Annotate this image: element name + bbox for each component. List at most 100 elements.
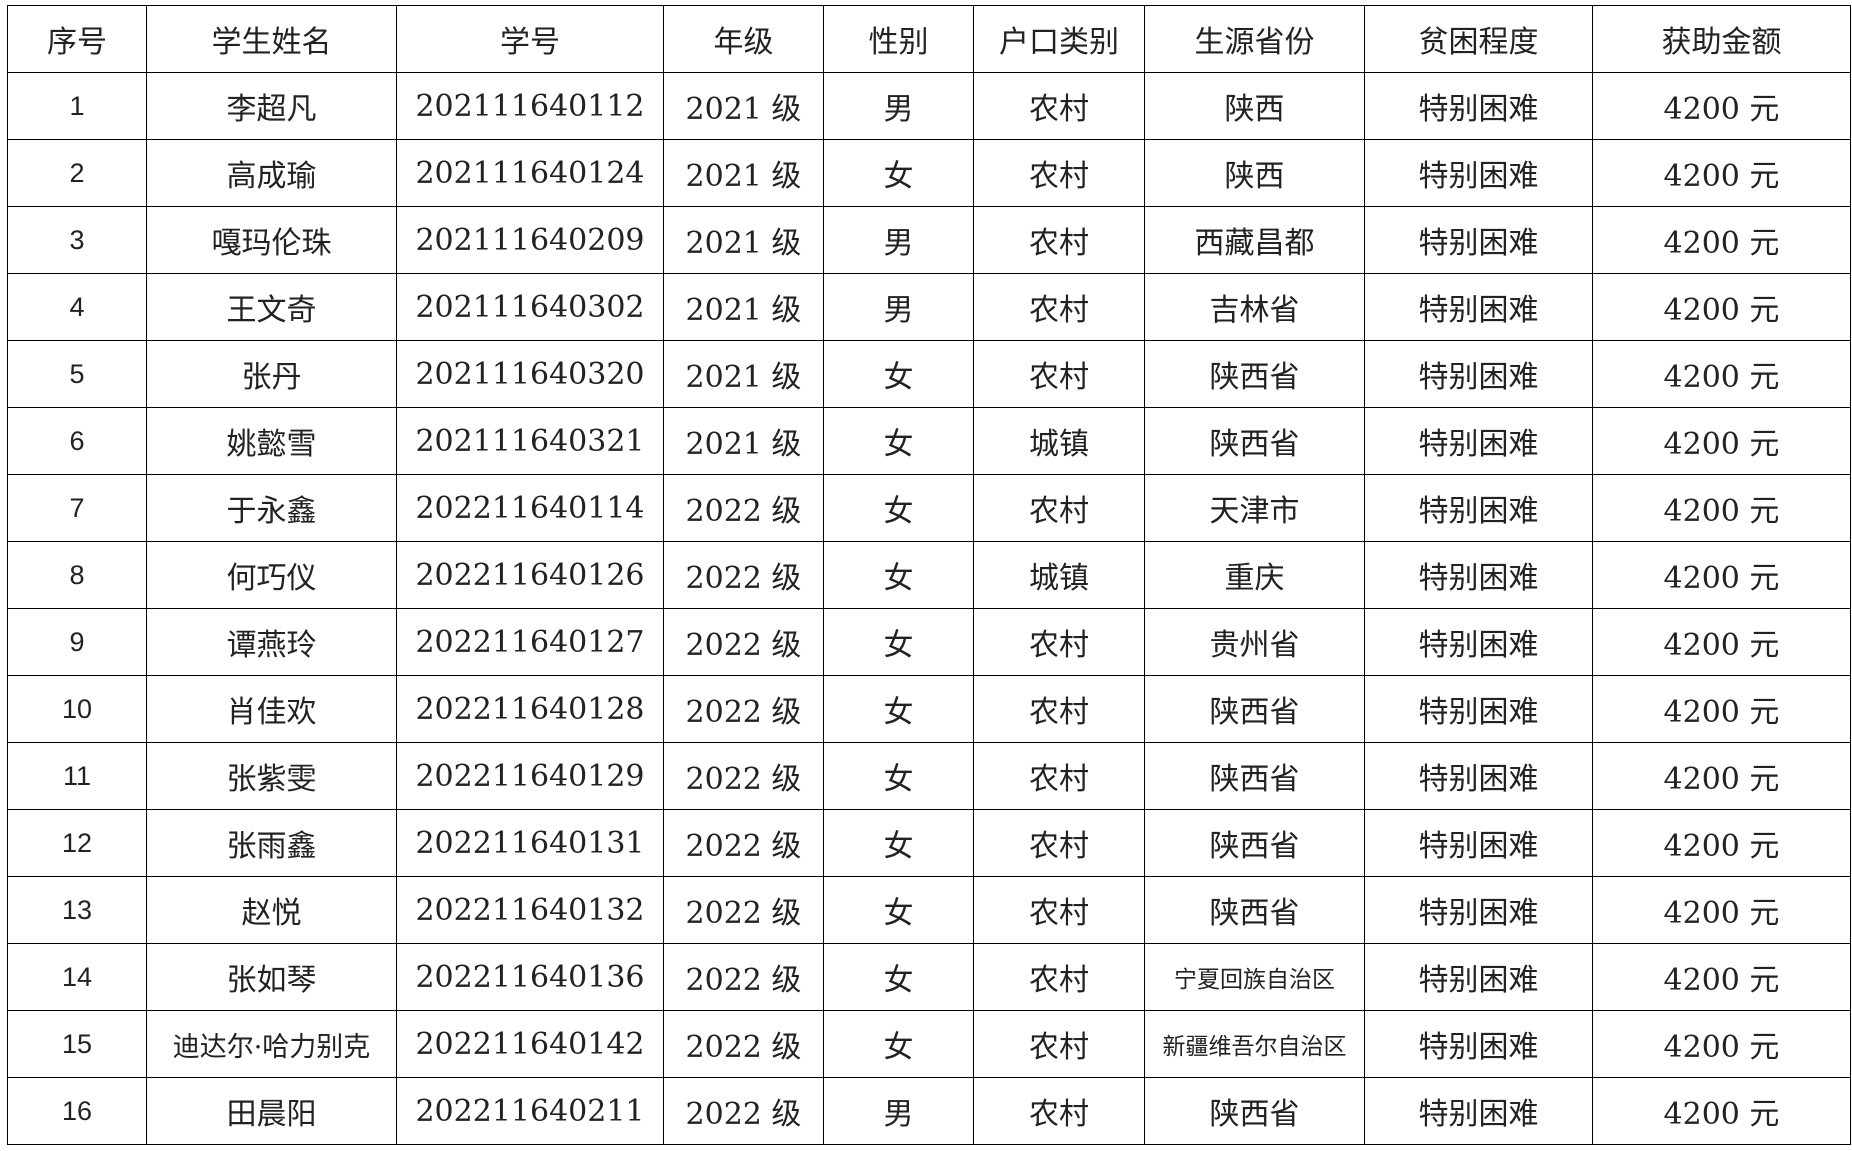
table-cell: 田晨阳 bbox=[146, 1077, 397, 1145]
table-cell: 赵悦 bbox=[146, 876, 397, 944]
table-row: 12 张雨鑫 202211640131 2022 级女农村 陕西省 特别困难 4200 元 bbox=[7, 809, 1851, 877]
table-cell: 6 bbox=[7, 407, 147, 475]
table-row: 14 张如琴 202211640136 2022 级女农村 宁夏回族自治区 特别困难 420… bbox=[7, 943, 1851, 1011]
table-cell: 2022 级 bbox=[663, 541, 824, 609]
table-cell: 迪达尔·哈力别克 bbox=[146, 1010, 397, 1078]
table-cell: 16 bbox=[7, 1077, 147, 1145]
table-cell: 陕西 bbox=[1144, 139, 1365, 207]
table-cell: 女 bbox=[823, 742, 974, 810]
table-cell: 3 bbox=[7, 206, 147, 274]
table-cell: 天津市 bbox=[1144, 474, 1365, 542]
header-cell: 性别 bbox=[823, 5, 974, 73]
table-cell: 10 bbox=[7, 675, 147, 743]
table-cell: 吉林省 bbox=[1144, 273, 1365, 341]
header-cell: 年级 bbox=[663, 5, 824, 73]
table-cell: 4200 元 bbox=[1592, 1010, 1851, 1078]
table-cell: 农村 bbox=[973, 742, 1145, 810]
table-cell: 城镇 bbox=[973, 541, 1145, 609]
table-cell: 特别困难 bbox=[1364, 809, 1593, 877]
table-cell: 202111640320 bbox=[396, 340, 664, 408]
table-cell: 农村 bbox=[973, 139, 1145, 207]
table-cell: 女 bbox=[823, 876, 974, 944]
table-cell: 农村 bbox=[973, 1077, 1145, 1145]
table-cell: 2021 级 bbox=[663, 206, 824, 274]
table-cell: 宁夏回族自治区 bbox=[1144, 943, 1365, 1011]
table-cell: 202111640209 bbox=[396, 206, 664, 274]
header-cell: 生源省份 bbox=[1144, 5, 1365, 73]
table-cell: 4200 元 bbox=[1592, 541, 1851, 609]
table-row: 9 谭燕玲 202211640127 2022 级女农村 贵州省 特别困难 4200 元 bbox=[7, 608, 1851, 676]
table-cell: 女 bbox=[823, 474, 974, 542]
table-cell: 肖佳欢 bbox=[146, 675, 397, 743]
table-row: 2 高成瑜 202111640124 2021 级女农村 陕西 特别困难 4200 元 bbox=[7, 139, 1851, 207]
table-row: 8 何巧仪 202211640126 2022 级女城镇 重庆 特别困难 4200 元 bbox=[7, 541, 1851, 609]
table-cell: 李超凡 bbox=[146, 72, 397, 140]
table-cell: 4200 元 bbox=[1592, 1077, 1851, 1145]
table-cell: 4200 元 bbox=[1592, 273, 1851, 341]
table-row: 15 迪达尔·哈力别克 202211640142 2022 级女农村 新疆维吾尔自治区特… bbox=[7, 1010, 1851, 1078]
table-cell: 202211640136 bbox=[396, 943, 664, 1011]
table-cell: 4200 元 bbox=[1592, 675, 1851, 743]
table-cell: 2021 级 bbox=[663, 273, 824, 341]
table-cell: 特别困难 bbox=[1364, 742, 1593, 810]
table-cell: 2022 级 bbox=[663, 608, 824, 676]
table-cell: 2022 级 bbox=[663, 474, 824, 542]
table-cell: 8 bbox=[7, 541, 147, 609]
table-row: 3 嘎玛伦珠 202111640209 2021 级男农村 西藏昌都 特别困难 4200 元 bbox=[7, 206, 1851, 274]
table-cell: 2021 级 bbox=[663, 340, 824, 408]
table-cell: 202211640211 bbox=[396, 1077, 664, 1145]
table-cell: 农村 bbox=[973, 675, 1145, 743]
table-cell: 2022 级 bbox=[663, 675, 824, 743]
header-row: 序号 学生姓名 学号 年级 性别 户口类别 生源省份 贫困程度 获助金额 bbox=[7, 5, 1851, 73]
table-cell: 4 bbox=[7, 273, 147, 341]
table-row: 1 李超凡 202111640112 2021 级男农村 陕西 特别困难 4200 元 bbox=[7, 72, 1851, 140]
header-cell: 贫困程度 bbox=[1364, 5, 1593, 73]
table-cell: 12 bbox=[7, 809, 147, 877]
table-cell: 2022 级 bbox=[663, 1010, 824, 1078]
table-cell: 嘎玛伦珠 bbox=[146, 206, 397, 274]
table-cell: 1 bbox=[7, 72, 147, 140]
table-cell: 特别困难 bbox=[1364, 943, 1593, 1011]
table-cell: 特别困难 bbox=[1364, 474, 1593, 542]
table-cell: 15 bbox=[7, 1010, 147, 1078]
table-cell: 202111640321 bbox=[396, 407, 664, 475]
table-cell: 4200 元 bbox=[1592, 809, 1851, 877]
table-cell: 5 bbox=[7, 340, 147, 408]
table-cell: 2022 级 bbox=[663, 809, 824, 877]
table-cell: 谭燕玲 bbox=[146, 608, 397, 676]
table-cell: 陕西省 bbox=[1144, 407, 1365, 475]
table-cell: 202111640112 bbox=[396, 72, 664, 140]
table-cell: 陕西省 bbox=[1144, 1077, 1365, 1145]
table-cell: 特别困难 bbox=[1364, 340, 1593, 408]
table-cell: 特别困难 bbox=[1364, 139, 1593, 207]
table-cell: 202211640132 bbox=[396, 876, 664, 944]
table-row: 4 王文奇 202111640302 2021 级男农村 吉林省 特别困难 4200 元 bbox=[7, 273, 1851, 341]
table-cell: 特别困难 bbox=[1364, 1077, 1593, 1145]
table-cell: 女 bbox=[823, 139, 974, 207]
table-cell: 特别困难 bbox=[1364, 876, 1593, 944]
table-cell: 张雨鑫 bbox=[146, 809, 397, 877]
table-cell: 4200 元 bbox=[1592, 206, 1851, 274]
table-cell: 特别困难 bbox=[1364, 608, 1593, 676]
table-row: 6 姚懿雪 202111640321 2021 级女城镇 陕西省 特别困难 4200 元 bbox=[7, 407, 1851, 475]
table-cell: 农村 bbox=[973, 474, 1145, 542]
table-cell: 2021 级 bbox=[663, 407, 824, 475]
table-cell: 202111640124 bbox=[396, 139, 664, 207]
table-cell: 2022 级 bbox=[663, 1077, 824, 1145]
table-cell: 9 bbox=[7, 608, 147, 676]
table-cell: 女 bbox=[823, 340, 974, 408]
table-row: 5 张丹 202111640320 2021 级女农村 陕西省 特别困难 4200 元 bbox=[7, 340, 1851, 408]
table-cell: 特别困难 bbox=[1364, 1010, 1593, 1078]
table-cell: 11 bbox=[7, 742, 147, 810]
table-row: 7 于永鑫 202211640114 2022 级女农村 天津市 特别困难 4200 元 bbox=[7, 474, 1851, 542]
table-cell: 4200 元 bbox=[1592, 407, 1851, 475]
table-cell: 农村 bbox=[973, 72, 1145, 140]
table-cell: 女 bbox=[823, 407, 974, 475]
table-cell: 特别困难 bbox=[1364, 273, 1593, 341]
table-cell: 何巧仪 bbox=[146, 541, 397, 609]
table-row: 10 肖佳欢 202211640128 2022 级女农村 陕西省 特别困难 4200 元 bbox=[7, 675, 1851, 743]
table-cell: 4200 元 bbox=[1592, 608, 1851, 676]
table-cell: 特别困难 bbox=[1364, 206, 1593, 274]
table-cell: 农村 bbox=[973, 809, 1145, 877]
